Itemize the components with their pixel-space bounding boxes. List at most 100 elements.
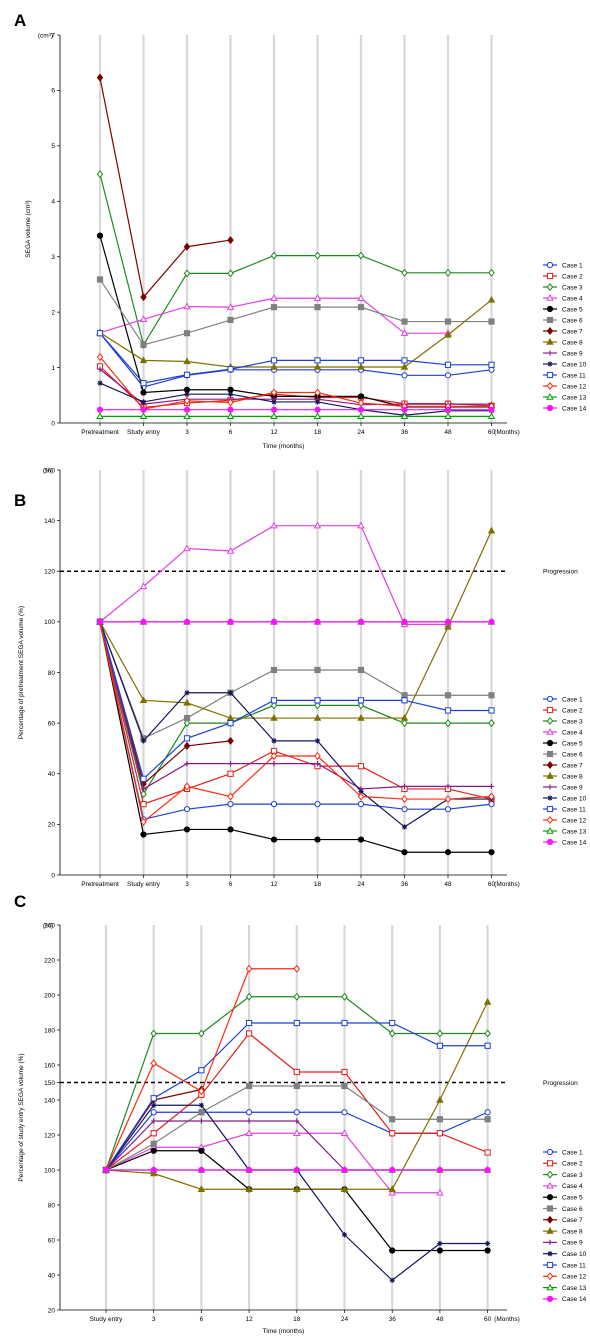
y-unit-label: (%)	[43, 467, 53, 474]
data-point	[227, 770, 234, 777]
legend-marker	[546, 392, 554, 400]
legend-label: Case 3	[562, 718, 583, 725]
data-point	[227, 792, 234, 801]
data-point	[151, 1102, 157, 1108]
legend-label: Case 3	[562, 284, 583, 291]
data-point	[341, 1232, 348, 1238]
data-point	[198, 1109, 205, 1116]
data-point	[270, 412, 278, 420]
series-line	[99, 368, 492, 406]
data-point	[96, 276, 104, 283]
data-point	[227, 690, 234, 696]
data-point	[314, 304, 321, 311]
data-point	[357, 294, 365, 301]
legend-marker	[546, 1295, 554, 1303]
data-point	[227, 801, 234, 808]
data-point	[270, 701, 278, 710]
data-point	[183, 371, 191, 378]
data-point	[444, 806, 452, 813]
data-point	[270, 836, 278, 843]
series-line	[99, 621, 492, 780]
y-tick-label: 80	[48, 670, 56, 677]
data-point	[140, 817, 147, 826]
x-tick-label: 36	[389, 1316, 397, 1323]
data-point	[401, 318, 408, 325]
data-point	[149, 1169, 158, 1177]
data-point	[314, 738, 321, 744]
data-point	[183, 618, 191, 625]
data-point	[401, 268, 408, 277]
data-point	[271, 399, 277, 405]
data-point	[313, 521, 322, 529]
data-point	[357, 393, 365, 400]
data-point	[314, 618, 321, 625]
data-point	[183, 719, 191, 728]
legend: Case 1 Case 2 Case 3 Case 4 Case 5 Case 6 Case…	[543, 695, 587, 846]
x-tick-label: 36	[401, 881, 409, 888]
data-point	[227, 269, 234, 278]
data-point	[436, 1116, 443, 1123]
legend-label: Case 1	[562, 1149, 583, 1156]
data-point	[140, 775, 147, 782]
data-point	[388, 1188, 396, 1196]
data-point	[436, 1029, 444, 1038]
data-point	[341, 1068, 348, 1076]
data-point	[198, 1118, 204, 1124]
x-tick-label: 60	[488, 881, 496, 888]
x-tick-label: 12	[245, 1316, 253, 1323]
data-point	[357, 792, 365, 801]
legend-marker	[547, 361, 553, 367]
series-case-9	[97, 366, 495, 408]
legend-marker	[546, 283, 554, 291]
data-point	[401, 783, 408, 790]
data-point	[150, 1140, 157, 1147]
data-point	[270, 357, 278, 364]
series-line	[99, 621, 231, 785]
series-case-12	[96, 617, 495, 826]
legend-label: Case 13	[562, 828, 587, 835]
data-point	[313, 714, 322, 721]
legend-label: Case 4	[562, 729, 583, 736]
legend-label: Case 7	[562, 1217, 583, 1224]
x-tick-label: Pretreatment	[81, 881, 119, 888]
y-axis-title: SEGA volume (cm³)	[25, 200, 32, 257]
x-tick-label: Study entry	[127, 881, 161, 888]
data-point	[245, 992, 253, 1001]
legend-marker	[546, 382, 554, 390]
series-line	[99, 621, 492, 740]
data-point	[183, 826, 191, 833]
panel-label: B	[14, 491, 26, 510]
data-point	[97, 366, 103, 372]
data-point	[227, 236, 234, 245]
legend-label: Case 6	[562, 751, 583, 758]
data-point	[270, 618, 278, 625]
data-point	[198, 1147, 205, 1154]
data-point	[184, 761, 190, 767]
data-point	[140, 801, 147, 808]
legend-marker	[546, 1148, 554, 1156]
data-point	[96, 73, 104, 82]
series-line	[99, 299, 492, 368]
data-point	[488, 849, 495, 856]
data-point	[341, 1166, 348, 1174]
data-point	[293, 1019, 300, 1027]
series-case-11	[96, 618, 495, 782]
data-point	[183, 269, 191, 278]
data-point	[357, 251, 365, 260]
legend-label: Case 10	[562, 361, 587, 368]
y-tick-label: 100	[44, 619, 55, 626]
legend-label: Case 13	[562, 1285, 587, 1292]
legend-label: Case 5	[562, 306, 583, 313]
series-case-11	[96, 330, 495, 387]
series-line	[99, 332, 492, 388]
y-tick-label: 2	[51, 309, 55, 316]
data-point	[436, 1042, 443, 1049]
series-case-1	[96, 618, 495, 823]
y-tick-label: 240	[44, 922, 55, 929]
data-point	[227, 761, 234, 767]
data-point	[227, 720, 234, 727]
data-point	[444, 361, 452, 368]
x-tick-label: 3	[152, 1316, 156, 1323]
data-point	[444, 268, 452, 277]
series-case-6	[96, 276, 495, 348]
